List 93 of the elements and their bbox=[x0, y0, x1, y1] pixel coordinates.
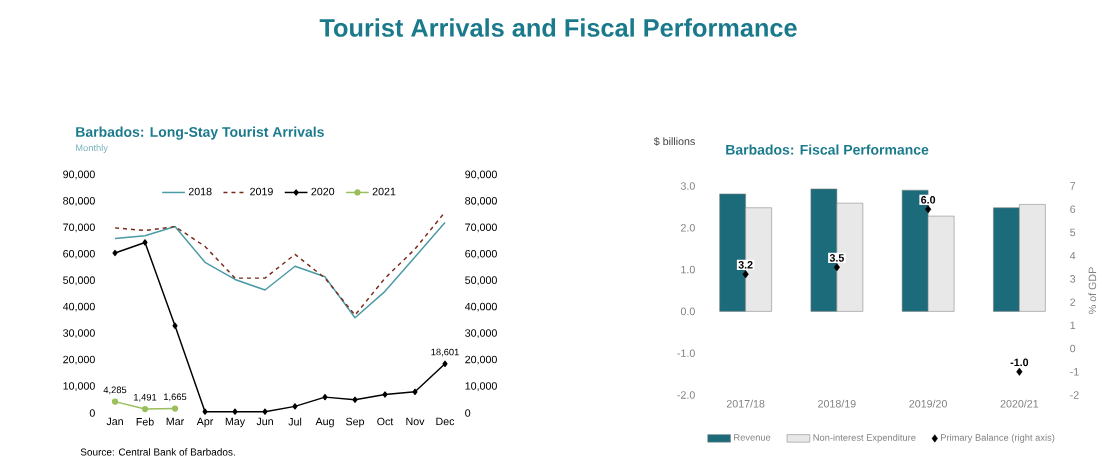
x-tick-label: Jan bbox=[106, 417, 123, 426]
y-tick-label: 50,000 bbox=[63, 276, 95, 286]
y-tick-label: 0.0 bbox=[680, 307, 695, 316]
point bbox=[202, 408, 208, 415]
point bbox=[172, 322, 178, 329]
data-label: 18,601 bbox=[431, 348, 459, 357]
x-tick-label: 2019/20 bbox=[909, 399, 947, 408]
data-label: 3.2 bbox=[738, 261, 753, 269]
legend-label: 2018 bbox=[188, 187, 212, 196]
legend-label: 2021 bbox=[372, 187, 396, 196]
point bbox=[322, 393, 328, 401]
x-tick-label: Nov bbox=[406, 417, 425, 426]
y2-tick-label: 5 bbox=[1070, 228, 1076, 237]
y2-tick-label: 20,000 bbox=[465, 355, 497, 365]
data-label: 3.5 bbox=[829, 254, 844, 262]
y2-tick-label: 10,000 bbox=[465, 382, 497, 391]
y2-tick-label: 4 bbox=[1069, 251, 1076, 260]
y-tick-label: 0 bbox=[89, 409, 95, 417]
y2-tick-label: 70,000 bbox=[465, 223, 497, 233]
text: Tourist Arrivals and Fiscal Performance bbox=[319, 18, 797, 37]
point bbox=[382, 391, 388, 398]
y-axis-title: $ billions bbox=[653, 137, 695, 146]
y-tick-label: -2.0 bbox=[677, 391, 695, 399]
x-tick-label: 2017/18 bbox=[726, 399, 765, 408]
chart-title: Barbados: Long-Stay Tourist Arrivals bbox=[76, 126, 324, 140]
y2-axis-title: % of GDP bbox=[1088, 267, 1097, 314]
y2-tick-label: 1 bbox=[1070, 321, 1076, 329]
point bbox=[833, 263, 840, 272]
y-tick-label: 1.0 bbox=[681, 265, 695, 274]
y2-tick-label: 2 bbox=[1070, 298, 1076, 306]
point bbox=[171, 405, 179, 412]
y-tick-label: 80,000 bbox=[63, 197, 95, 206]
y-tick-label: 90,000 bbox=[63, 170, 95, 180]
legend-label: Non-interest Expenditure bbox=[813, 434, 916, 443]
y-tick-label: 70,000 bbox=[63, 223, 95, 233]
point bbox=[412, 388, 418, 395]
y2-tick-label: 3 bbox=[1070, 275, 1076, 283]
legend-label: 2019 bbox=[250, 187, 273, 196]
point bbox=[142, 239, 148, 246]
x-tick-label: Aug bbox=[315, 417, 334, 428]
point bbox=[112, 249, 118, 257]
x-tick-label: May bbox=[225, 417, 246, 428]
x-tick-label: Oct bbox=[377, 417, 394, 426]
x-tick-label: Feb bbox=[136, 417, 154, 426]
point bbox=[352, 396, 358, 403]
x-tick-label: Sep bbox=[346, 417, 365, 428]
y-tick-label: 60,000 bbox=[63, 249, 95, 259]
y2-tick-label: 60,000 bbox=[465, 249, 497, 259]
data-label: 1,491 bbox=[134, 393, 157, 402]
data-label: 1,665 bbox=[164, 393, 187, 402]
x-tick-label: Dec bbox=[436, 417, 455, 426]
x-tick-label: 2018/19 bbox=[818, 399, 856, 408]
y-tick-label: 20,000 bbox=[63, 355, 95, 365]
point bbox=[742, 270, 749, 279]
y2-tick-label: 80,000 bbox=[465, 197, 497, 206]
point bbox=[232, 408, 238, 415]
y2-tick-label: 0 bbox=[465, 409, 471, 417]
y2-tick-label: 0 bbox=[1070, 344, 1076, 353]
y-tick-label: 40,000 bbox=[62, 302, 95, 312]
source-note: Source: Central Bank of Barbados. bbox=[80, 448, 235, 456]
y2-tick-label: 40,000 bbox=[464, 302, 497, 312]
x-tick-label: Apr bbox=[196, 417, 214, 428]
data-label: -1.0 bbox=[1010, 358, 1029, 367]
point bbox=[1016, 367, 1023, 376]
y-tick-label: 2.0 bbox=[681, 224, 695, 232]
chart-subtitle: Monthly bbox=[76, 144, 108, 153]
legend-label: Primary Balance (right axis) bbox=[941, 434, 1055, 443]
point bbox=[442, 360, 448, 367]
data-label: 6.0 bbox=[921, 196, 936, 204]
y2-tick-label: -2 bbox=[1070, 391, 1079, 399]
y2-tick-label: 6 bbox=[1070, 205, 1076, 213]
point bbox=[141, 405, 149, 413]
x-tick-label: 2020/21 bbox=[1000, 399, 1039, 408]
y-tick-label: -1.0 bbox=[677, 349, 695, 357]
data-label: 4,285 bbox=[103, 386, 127, 395]
y2-tick-label: -1 bbox=[1070, 368, 1079, 376]
point bbox=[111, 398, 119, 405]
y-tick-label: 30,000 bbox=[63, 329, 95, 339]
point bbox=[262, 408, 268, 415]
legend-label: Revenue bbox=[734, 434, 771, 441]
y2-tick-label: 50,000 bbox=[465, 276, 497, 286]
y2-tick-label: 7 bbox=[1070, 182, 1076, 190]
x-tick-label: Jul bbox=[288, 417, 302, 426]
chart-title: Barbados: Fiscal Performance bbox=[726, 144, 929, 155]
x-tick-label: Mar bbox=[166, 417, 185, 426]
y2-tick-label: 30,000 bbox=[465, 329, 497, 339]
y-tick-label: 3.0 bbox=[680, 182, 695, 190]
legend-label: 2020 bbox=[311, 187, 335, 196]
x-tick-label: Jun bbox=[256, 417, 273, 426]
y-tick-label: 10,000 bbox=[63, 382, 95, 391]
point bbox=[292, 403, 298, 410]
y2-tick-label: 90,000 bbox=[465, 170, 497, 180]
point bbox=[925, 205, 932, 214]
